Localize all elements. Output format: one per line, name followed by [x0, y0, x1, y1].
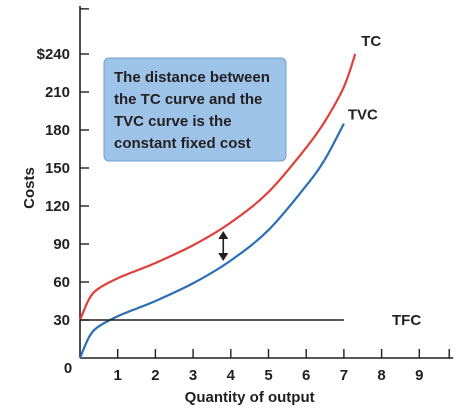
x-tick-label: 2 [151, 367, 159, 384]
annotation-box [103, 57, 287, 162]
axes [79, 5, 454, 359]
x-tick-label: 8 [377, 367, 385, 384]
x-tick-label: 7 [340, 367, 348, 384]
y-tick-label: 30 [53, 312, 70, 329]
y-tick-label: 90 [53, 236, 70, 253]
x-tick-label: 5 [264, 367, 272, 384]
fixed-cost-arrow-head-up [218, 231, 229, 240]
annotation-text-line: The distance between [114, 69, 270, 86]
x-tick-label: 0 [64, 360, 72, 377]
x-tick-label: 1 [114, 367, 122, 384]
x-tick-label: 3 [189, 367, 197, 384]
labels: TC TVC TFC Costs Quantity of output [21, 33, 421, 406]
y-tick-label: 210 [45, 84, 70, 101]
fixed-cost-arrow-head-down [218, 253, 229, 262]
x-tick-label: 4 [227, 367, 236, 384]
annotation: The distance between the TC curve and the… [103, 57, 287, 262]
y-tick-label: 150 [45, 160, 70, 177]
tvc-label: TVC [348, 107, 378, 124]
tfc-label: TFC [392, 312, 421, 329]
x-tick-label: 9 [415, 367, 423, 384]
tvc-line [78, 123, 345, 359]
tc-label: TC [361, 33, 381, 50]
y-tick-label: 60 [53, 274, 70, 291]
ticks: 0 1 2 3 4 5 6 7 8 9 30 60 90 120 150 180 210 $240 [37, 8, 450, 384]
tc-line [78, 53, 357, 321]
annotation-text-line: TVC curve is the [114, 113, 232, 130]
y-tick-label: 120 [45, 198, 70, 215]
x-axis-title: Quantity of output [185, 389, 315, 406]
y-tick-label: $240 [37, 46, 70, 63]
y-axis-title: Costs [21, 167, 38, 209]
x-tick-label: 6 [302, 367, 310, 384]
series-lines [78, 53, 357, 359]
annotation-text-line: constant fixed cost [114, 135, 251, 152]
annotation-text-line: the TC curve and the [114, 91, 262, 108]
y-tick-label: 180 [45, 122, 70, 139]
